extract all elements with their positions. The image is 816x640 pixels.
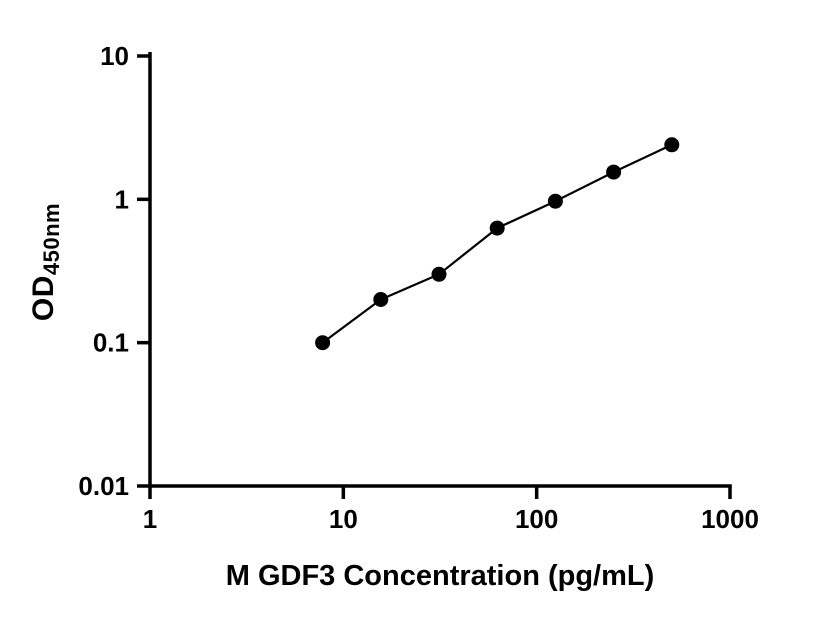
x-axis-title: M GDF3 Concentration (pg/mL) bbox=[225, 560, 655, 592]
data-point-marker bbox=[315, 335, 331, 351]
data-point-marker bbox=[664, 137, 680, 153]
x-tick-label: 1000 bbox=[701, 504, 759, 534]
data-point-marker bbox=[547, 193, 563, 209]
data-point-marker bbox=[606, 164, 622, 180]
x-tick-label: 10 bbox=[329, 504, 358, 534]
y-tick-label: 0.01 bbox=[78, 471, 129, 501]
x-tick-label: 100 bbox=[515, 504, 558, 534]
y-tick-label: 0.1 bbox=[93, 328, 129, 358]
data-point-marker bbox=[373, 292, 389, 307]
y-axis-title: OD450nm bbox=[27, 203, 65, 321]
data-point-marker bbox=[489, 220, 505, 236]
x-tick-label: 1 bbox=[143, 504, 157, 534]
y-tick-label: 1 bbox=[115, 184, 129, 214]
y-axis-title-subscript: 450nm bbox=[39, 202, 64, 276]
y-axis-title-base: OD bbox=[27, 275, 60, 322]
data-point-marker bbox=[431, 266, 447, 282]
y-tick-label: 10 bbox=[100, 41, 129, 71]
